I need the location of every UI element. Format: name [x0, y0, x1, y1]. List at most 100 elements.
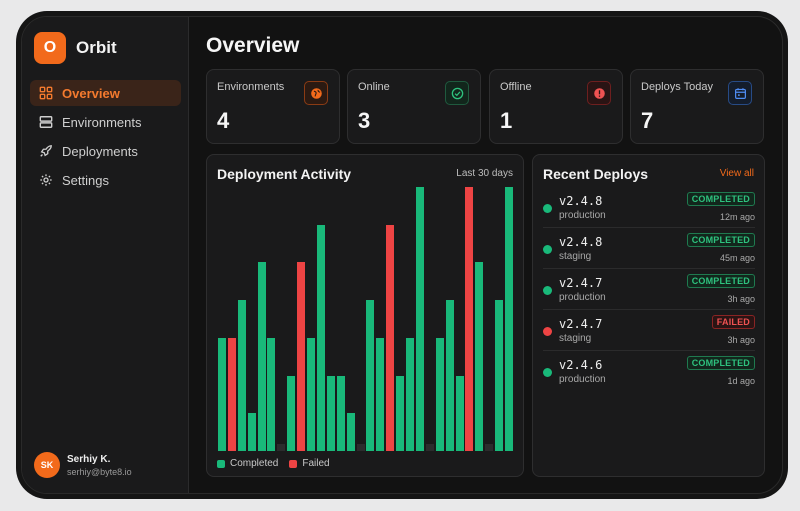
bar-completed[interactable]	[316, 224, 325, 451]
alert-circle-icon	[587, 81, 611, 105]
check-circle-icon	[445, 81, 469, 105]
bar-empty[interactable]	[356, 444, 365, 451]
deploy-environment: staging	[559, 333, 592, 344]
bar-completed[interactable]	[217, 337, 226, 451]
stat-label: Online	[358, 81, 390, 93]
sidebar-item-label: Overview	[62, 85, 120, 101]
bar-failed[interactable]	[386, 224, 395, 451]
deployment-activity-chart	[217, 187, 514, 451]
bar-empty[interactable]	[425, 444, 434, 451]
bar-failed[interactable]	[227, 337, 236, 451]
bar-empty[interactable]	[277, 444, 286, 451]
chart-legend: Completed Failed	[217, 458, 341, 469]
status-badge: COMPLETED	[686, 233, 755, 247]
deploy-time: 3h ago	[727, 294, 755, 304]
sidebar-item-label: Settings	[62, 172, 109, 188]
bar-completed[interactable]	[336, 375, 345, 451]
stat-label: Offline	[500, 81, 532, 93]
user-profile[interactable]: SK Serhiy K. serhiy@byte8.io	[34, 452, 132, 478]
deploy-row[interactable]: v2.4.8 production COMPLETED 12m ago	[543, 187, 755, 228]
recent-deploys-card: Recent Deploys View all v2.4.8 production…	[532, 154, 765, 477]
legend-item-failed: Failed	[289, 458, 330, 469]
deploy-version: v2.4.8	[559, 235, 603, 249]
sidebar-item-overview[interactable]: Overview	[30, 80, 181, 106]
recent-deploys-title: Recent Deploys	[543, 166, 649, 182]
gear-icon	[40, 174, 52, 186]
legend-swatch-completed	[217, 459, 225, 468]
deploy-environment: production	[559, 210, 606, 221]
status-dot	[543, 245, 552, 254]
deploy-row[interactable]: v2.4.8 staging COMPLETED 45m ago	[543, 228, 755, 269]
stat-label: Deploys Today	[641, 81, 713, 93]
bar-completed[interactable]	[415, 187, 424, 451]
deploy-environment: production	[559, 292, 606, 303]
deploy-time: 3h ago	[727, 335, 755, 345]
bar-completed[interactable]	[326, 375, 335, 451]
bar-completed[interactable]	[435, 337, 444, 451]
stat-label: Environments	[217, 81, 285, 93]
bar-completed[interactable]	[247, 413, 256, 451]
brand[interactable]: O Orbit	[34, 32, 117, 64]
legend-label: Failed	[302, 458, 330, 469]
grid-icon	[39, 86, 53, 100]
stat-value: 3	[358, 108, 371, 133]
sidebar-item-environments[interactable]: Environments	[30, 109, 181, 135]
sidebar: O Orbit Overview Environments Deployment…	[22, 17, 189, 493]
bar-completed[interactable]	[307, 337, 316, 451]
sidebar-item-label: Deployments	[62, 143, 138, 159]
sidebar-item-deployments[interactable]: Deployments	[30, 138, 181, 164]
bar-completed[interactable]	[376, 337, 385, 451]
status-dot	[543, 368, 552, 377]
page-title: Overview	[206, 34, 300, 57]
stat-value: 4	[217, 108, 230, 133]
bar-completed[interactable]	[237, 300, 246, 451]
bar-completed[interactable]	[475, 262, 484, 451]
status-badge: COMPLETED	[686, 192, 755, 206]
bar-completed[interactable]	[257, 262, 266, 451]
rocket-icon	[40, 145, 52, 157]
user-name: Serhiy K.	[67, 453, 111, 465]
deploy-version: v2.4.6	[559, 358, 603, 372]
date-range-label[interactable]: Last 30 days	[456, 168, 513, 179]
stat-card-online[interactable]: Online 3	[347, 69, 481, 144]
status-badge: FAILED	[711, 315, 755, 329]
deploy-row[interactable]: v2.4.7 staging FAILED 3h ago	[543, 310, 755, 351]
stat-card-deploys-today[interactable]: Deploys Today 7	[630, 69, 764, 144]
globe-icon	[304, 81, 328, 105]
bar-failed[interactable]	[297, 262, 306, 451]
calendar-icon	[728, 81, 752, 105]
deploy-version: v2.4.7	[559, 276, 603, 290]
bar-completed[interactable]	[406, 337, 415, 451]
status-dot	[543, 204, 552, 213]
stat-value: 7	[641, 108, 654, 133]
sidebar-nav: Overview Environments Deployments Settin…	[30, 80, 181, 196]
bar-failed[interactable]	[465, 187, 474, 451]
bar-completed[interactable]	[396, 375, 405, 451]
app-window: O Orbit Overview Environments Deployment…	[21, 16, 783, 494]
view-all-link[interactable]: View all	[719, 168, 754, 179]
bar-completed[interactable]	[287, 375, 296, 451]
avatar: SK	[34, 452, 60, 478]
bar-completed[interactable]	[495, 300, 504, 451]
bar-completed[interactable]	[445, 300, 454, 451]
sidebar-item-label: Environments	[62, 114, 142, 130]
deploy-row[interactable]: v2.4.6 production COMPLETED 1d ago	[543, 351, 755, 392]
deploy-row[interactable]: v2.4.7 production COMPLETED 3h ago	[543, 269, 755, 310]
status-dot	[543, 327, 552, 336]
stat-card-environments[interactable]: Environments 4	[206, 69, 340, 144]
stat-card-offline[interactable]: Offline 1	[489, 69, 623, 144]
chart-title: Deployment Activity	[217, 166, 352, 182]
app-name: Orbit	[76, 38, 117, 57]
deploy-version: v2.4.8	[559, 194, 603, 208]
bar-completed[interactable]	[267, 337, 276, 451]
bar-completed[interactable]	[455, 375, 464, 451]
bar-empty[interactable]	[485, 444, 494, 451]
bar-completed[interactable]	[346, 413, 355, 451]
legend-label: Completed	[230, 458, 279, 469]
legend-item-completed: Completed	[217, 458, 278, 469]
bar-completed[interactable]	[366, 300, 375, 451]
bar-completed[interactable]	[505, 187, 514, 451]
app-logo: O	[34, 32, 66, 64]
sidebar-item-settings[interactable]: Settings	[30, 167, 181, 193]
deploy-time: 45m ago	[719, 253, 755, 263]
